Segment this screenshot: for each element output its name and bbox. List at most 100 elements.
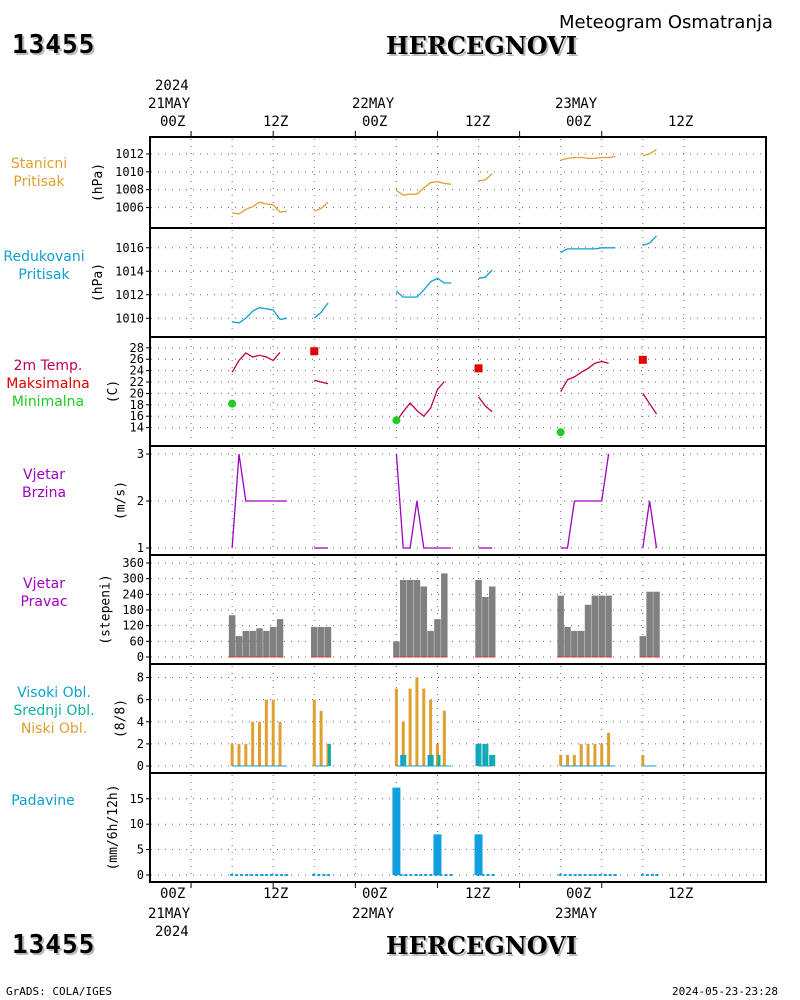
tmin-marker bbox=[228, 399, 237, 408]
series-line bbox=[314, 201, 329, 212]
bottom-date-21may: 21MAY bbox=[148, 906, 191, 922]
y-tick-label: 2 bbox=[137, 737, 144, 751]
cloud-bar bbox=[401, 721, 405, 766]
y-tick-label: 3 bbox=[137, 447, 144, 461]
chart-subtitle: Meteogram Osmatranja bbox=[559, 12, 773, 33]
label-line: Niski Obl. bbox=[20, 721, 88, 737]
wind-direction-bar bbox=[413, 579, 421, 657]
label-line: Redukovani bbox=[3, 249, 85, 265]
panel-frame bbox=[149, 136, 767, 229]
label-line: Padavine bbox=[11, 793, 75, 809]
series-line bbox=[231, 351, 281, 373]
y-axis-unit-label: (mm/6h/12h) bbox=[106, 784, 121, 870]
wind-direction-bar bbox=[591, 595, 599, 657]
cloud-bar bbox=[485, 743, 489, 766]
wind-direction-bar bbox=[584, 604, 592, 657]
bottom-tick-00z-a: 00Z bbox=[160, 886, 186, 902]
cloud-bar bbox=[482, 743, 486, 766]
cloud-bar bbox=[586, 743, 590, 766]
cloud-bar bbox=[475, 743, 479, 766]
wind-direction-bar bbox=[571, 630, 578, 657]
y-tick-label: 300 bbox=[122, 572, 144, 586]
top-date-22may: 22MAY bbox=[352, 96, 395, 112]
cloud-bar bbox=[641, 754, 645, 766]
y-tick-label: 1016 bbox=[115, 241, 144, 255]
tmin-marker bbox=[392, 416, 401, 425]
cloud-bar bbox=[427, 754, 431, 766]
panel-frame bbox=[149, 772, 767, 883]
wind-direction-bar bbox=[482, 596, 489, 657]
cloud-bar bbox=[327, 743, 331, 766]
series-line bbox=[560, 453, 610, 549]
y-tick-label: 8 bbox=[137, 671, 144, 685]
wind-direction-bar bbox=[441, 573, 448, 657]
y-axis-unit-label: (hPa) bbox=[91, 163, 106, 202]
y-tick-label: 1014 bbox=[115, 264, 144, 278]
wind-direction-bar bbox=[577, 630, 585, 657]
wind-direction-bar bbox=[475, 579, 482, 657]
y-tick-label: 60 bbox=[130, 634, 144, 648]
bottom-date-22may: 22MAY bbox=[352, 906, 395, 922]
label-line: Visoki Obl. bbox=[17, 685, 91, 701]
series-line bbox=[231, 307, 288, 324]
y-tick-label: 1012 bbox=[115, 288, 144, 302]
cloud-bar bbox=[559, 754, 563, 766]
cloud-bar bbox=[566, 754, 570, 766]
cloud-bar bbox=[278, 721, 282, 766]
top-date-21may: 21MAY bbox=[148, 96, 191, 112]
bottom-tick-12z-a: 12Z bbox=[263, 886, 289, 902]
cloud-bar bbox=[394, 688, 398, 766]
cloud-bar bbox=[489, 754, 493, 766]
wind-direction-bar bbox=[311, 626, 318, 657]
y-tick-label: 120 bbox=[122, 619, 144, 633]
label-line: Vjetar bbox=[23, 576, 65, 592]
label-precipitation: Padavine bbox=[0, 792, 86, 810]
panel-frame bbox=[149, 336, 767, 447]
y-tick-label: 15 bbox=[130, 792, 144, 806]
label-reduced-pressure: Redukovani Pritisak bbox=[0, 248, 88, 284]
label-line: Stanicni bbox=[10, 156, 68, 172]
label-line: Srednji Obl. bbox=[13, 703, 95, 719]
y-tick-label: 28 bbox=[130, 341, 144, 355]
top-year-label: 2024 bbox=[155, 78, 189, 94]
y-tick-label: 240 bbox=[122, 587, 144, 601]
cloud-bar bbox=[403, 754, 407, 766]
cloud-bar bbox=[400, 754, 404, 766]
series-line bbox=[314, 379, 329, 385]
y-axis-unit-label: (hPa) bbox=[91, 263, 106, 302]
y-axis-unit-label: (m/s) bbox=[114, 481, 129, 520]
wind-direction-bar bbox=[249, 630, 256, 657]
label-line: Minimalna bbox=[11, 394, 85, 410]
label-cloud-cover: Visoki Obl. Srednji Obl. Niski Obl. bbox=[0, 684, 108, 738]
series-line bbox=[395, 453, 452, 549]
cloud-bar bbox=[264, 699, 268, 766]
cloud-bar bbox=[408, 688, 412, 766]
y-tick-label: 0 bbox=[137, 759, 144, 773]
cloud-bar bbox=[478, 743, 482, 766]
wind-direction-bar bbox=[488, 586, 496, 657]
top-tick-12z-b: 12Z bbox=[465, 114, 491, 130]
wind-direction-bar bbox=[317, 626, 325, 657]
series-line bbox=[478, 173, 493, 182]
label-temperature: 2m Temp. Maksimalna Minimalna bbox=[0, 357, 96, 411]
series-line bbox=[642, 235, 657, 247]
wind-direction-bar bbox=[639, 636, 647, 657]
wind-direction-bar bbox=[393, 641, 400, 657]
label-line: Pritisak bbox=[18, 267, 70, 283]
label-station-pressure: Stanicni Pritisak bbox=[0, 155, 78, 191]
bottom-tick-12z-c: 12Z bbox=[668, 886, 694, 902]
y-tick-label: 22 bbox=[130, 375, 144, 389]
y-axis-unit-label: (C) bbox=[106, 380, 121, 403]
cloud-bar bbox=[312, 699, 316, 766]
wind-direction-bar bbox=[276, 619, 284, 657]
wind-direction-bar bbox=[557, 595, 564, 657]
label-line: Maksimalna bbox=[6, 376, 90, 392]
cloud-bar bbox=[258, 721, 262, 766]
cloud-bar bbox=[429, 699, 433, 766]
y-tick-label: 180 bbox=[122, 603, 144, 617]
wind-direction-bar bbox=[653, 591, 660, 657]
cloud-bar bbox=[492, 754, 496, 766]
y-tick-label: 24 bbox=[130, 364, 144, 378]
y-tick-label: 1008 bbox=[115, 183, 144, 197]
